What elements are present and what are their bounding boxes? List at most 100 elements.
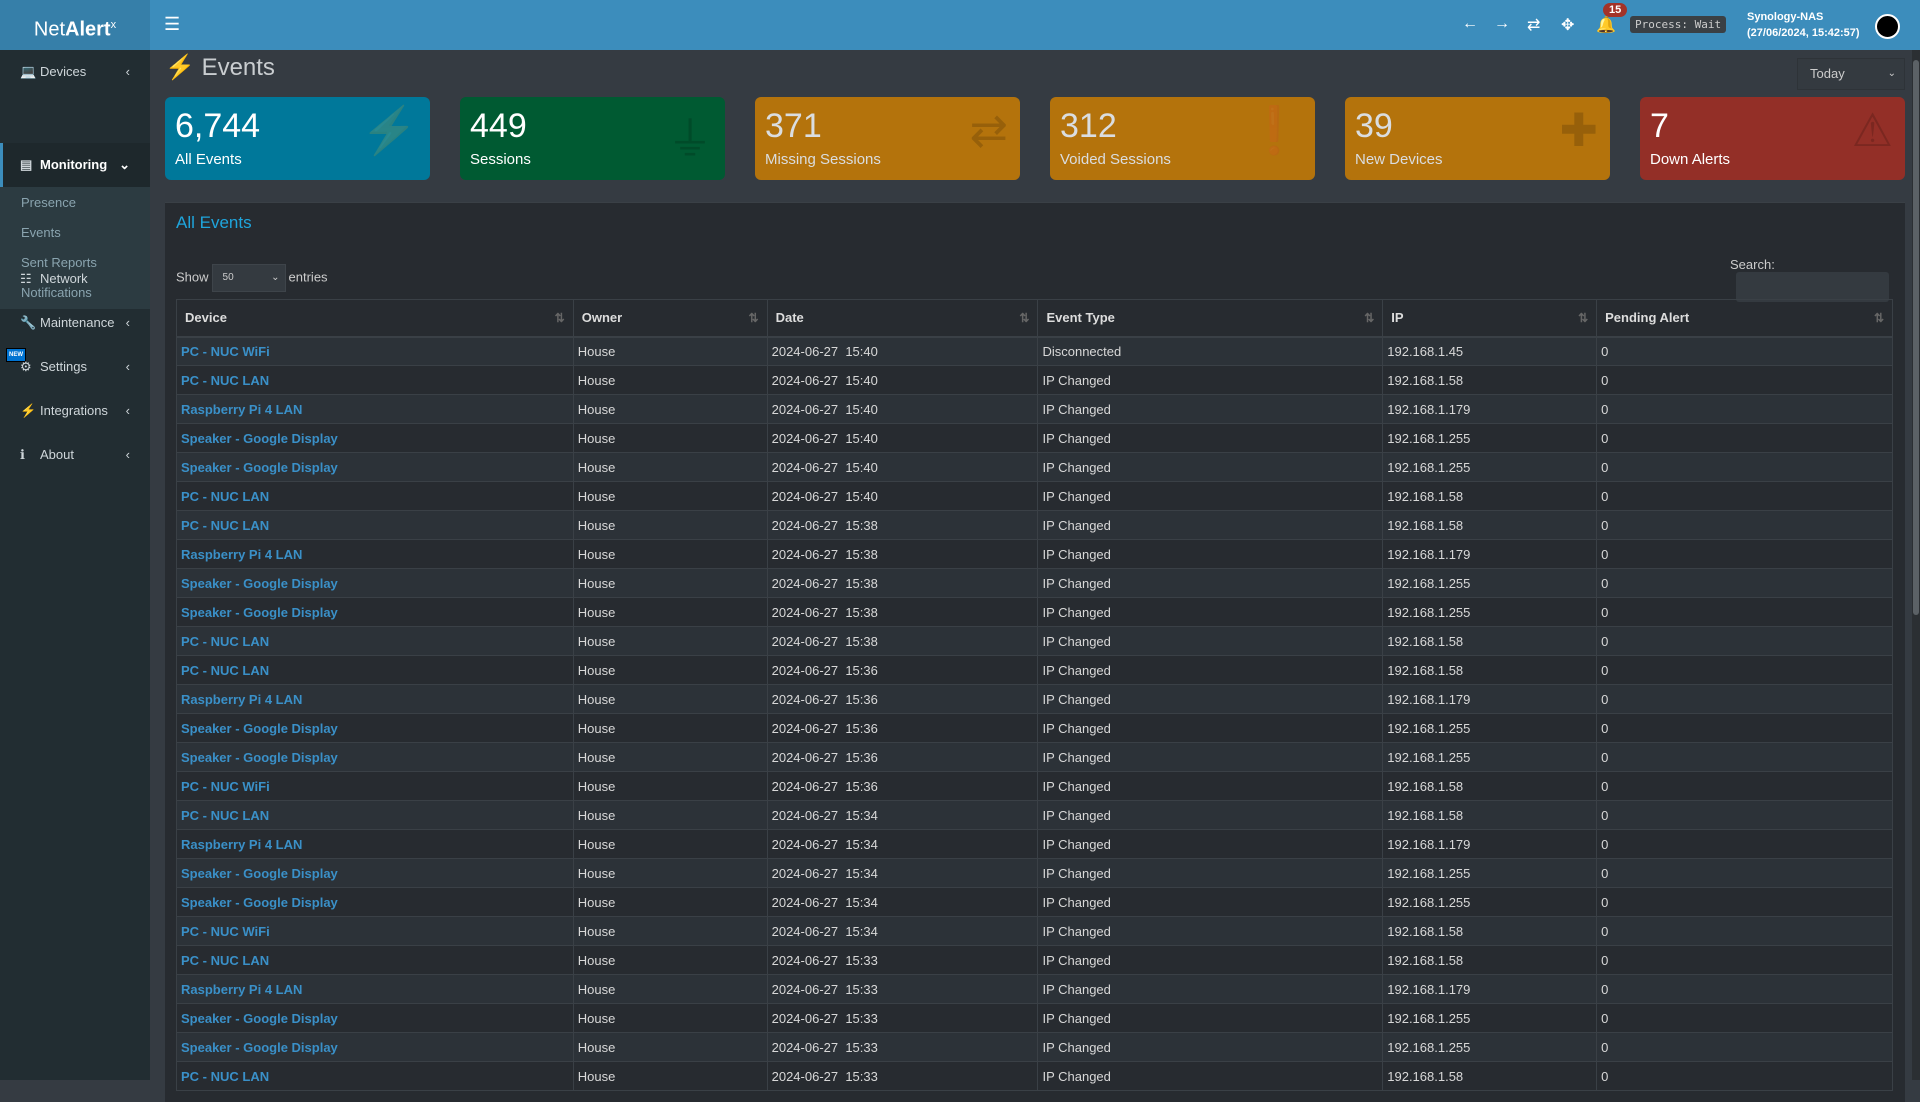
sort-icon[interactable]: ⇅	[1364, 311, 1375, 325]
column-header-owner[interactable]: Owner ⇅	[572, 299, 768, 338]
table-row[interactable]: Speaker - Google Display House 2024-06-27 …	[176, 568, 1893, 598]
column-header-event-type[interactable]: Event Type ⇅	[1037, 299, 1384, 338]
device-link[interactable]: PC - NUC LAN	[181, 1068, 270, 1084]
table-row[interactable]: Raspberry Pi 4 LAN House 2024-06-27 15:40 I…	[176, 394, 1893, 424]
device-link[interactable]: PC - NUC LAN	[181, 372, 270, 388]
sidebar-item-about[interactable]: ℹ About ‹	[0, 433, 150, 477]
table-row[interactable]: Speaker - Google Display House 2024-06-27 …	[176, 1032, 1893, 1062]
table-row[interactable]: Speaker - Google Display House 2024-06-27 …	[176, 423, 1893, 453]
sidebar-subitem-notifications[interactable]: Notifications	[21, 285, 92, 300]
table-row[interactable]: Speaker - Google Display House 2024-06-27 …	[176, 742, 1893, 772]
stat-card-new-devices[interactable]: 39 New Devices ✚	[1345, 97, 1610, 180]
device-link[interactable]: Speaker - Google Display	[181, 720, 338, 736]
column-header-pending-alert[interactable]: Pending Alert ⇅	[1596, 299, 1893, 338]
table-row[interactable]: PC - NUC WiFi House 2024-06-27 15:36 IP Cha…	[176, 771, 1893, 801]
table-row[interactable]: PC - NUC LAN House 2024-06-27 15:40 IP Chan…	[176, 365, 1893, 395]
sidebar-subitem-sent-reports[interactable]: Sent Reports	[21, 255, 97, 270]
stat-card-missing-sessions[interactable]: 371 Missing Sessions ⇄	[755, 97, 1020, 180]
table-row[interactable]: Raspberry Pi 4 LAN House 2024-06-27 15:36 I…	[176, 684, 1893, 714]
device-link[interactable]: Raspberry Pi 4 LAN	[181, 981, 303, 997]
table-row[interactable]: PC - NUC LAN House 2024-06-27 15:34 IP Chan…	[176, 800, 1893, 830]
notification-badge[interactable]: 15	[1603, 3, 1628, 17]
table-row[interactable]: PC - NUC LAN House 2024-06-27 15:38 IP Chan…	[176, 626, 1893, 656]
entries-select[interactable]: 50 ⌄	[211, 264, 286, 292]
device-link[interactable]: PC - NUC LAN	[181, 517, 270, 533]
table-row[interactable]: PC - NUC LAN House 2024-06-27 15:36 IP Chan…	[176, 655, 1893, 685]
stat-card-all-events[interactable]: 6,744 All Events ⚡	[165, 97, 430, 180]
column-header-device[interactable]: Device ⇅	[176, 299, 574, 338]
table-row[interactable]: Speaker - Google Display House 2024-06-27 …	[176, 858, 1893, 888]
column-header-date[interactable]: Date ⇅	[766, 299, 1039, 338]
sidebar-item-devices[interactable]: 💻 Devices ‹	[0, 50, 150, 94]
move-icon[interactable]: ✥	[1561, 17, 1575, 34]
stat-card-sessions[interactable]: 449 Sessions ⏚	[460, 97, 725, 180]
device-link[interactable]: PC - NUC LAN	[181, 952, 270, 968]
sidebar-item-monitoring[interactable]: ▤ Monitoring ⌄	[0, 143, 150, 187]
sidebar-item-network[interactable]: ☷ Network	[0, 257, 150, 301]
back-arrow-icon[interactable]: ←	[1462, 15, 1478, 32]
device-link[interactable]: Raspberry Pi 4 LAN	[181, 691, 303, 707]
sort-icon[interactable]: ⇅	[1578, 311, 1589, 325]
cell-pending-alert: 0	[1596, 713, 1893, 743]
device-link[interactable]: Speaker - Google Display	[181, 459, 338, 475]
sidebar-item-integrations[interactable]: ⚡ Integrations ‹	[0, 389, 150, 433]
scrollbar-thumb[interactable]	[1913, 60, 1919, 615]
device-link[interactable]: Speaker - Google Display	[181, 1039, 338, 1055]
sidebar-subitem-presence[interactable]: Presence	[21, 195, 76, 210]
device-link[interactable]: Speaker - Google Display	[181, 604, 338, 620]
sidebar-item-settings[interactable]: ⚙ Settings ‹	[0, 345, 150, 389]
sort-icon[interactable]: ⇅	[554, 311, 565, 325]
refresh-icon[interactable]: ⇄	[1527, 17, 1541, 34]
table-row[interactable]: Speaker - Google Display House 2024-06-27 …	[176, 597, 1893, 627]
sidebar-item-maintenance[interactable]: 🔧 Maintenance ‹	[0, 301, 150, 345]
forward-arrow-icon[interactable]: →	[1494, 15, 1510, 32]
stat-card-down-alerts[interactable]: 7 Down Alerts ⚠	[1640, 97, 1905, 180]
device-link[interactable]: PC - NUC WiFi	[181, 343, 270, 359]
period-select[interactable]: Today ⌄	[1797, 58, 1905, 90]
table-row[interactable]: PC - NUC LAN House 2024-06-27 15:38 IP Chan…	[176, 510, 1893, 540]
device-link[interactable]: PC - NUC LAN	[181, 633, 270, 649]
sort-icon[interactable]: ⇅	[748, 311, 759, 325]
page-scrollbar[interactable]	[1912, 50, 1920, 1080]
sort-icon[interactable]: ⇅	[1019, 311, 1030, 325]
menu-toggle-icon[interactable]: ☰	[164, 14, 181, 34]
table-row[interactable]: Speaker - Google Display House 2024-06-27 …	[176, 713, 1893, 743]
table-row[interactable]: Raspberry Pi 4 LAN House 2024-06-27 15:33 I…	[176, 974, 1893, 1004]
table-row[interactable]: Speaker - Google Display House 2024-06-27 …	[176, 1003, 1893, 1033]
device-link[interactable]: Raspberry Pi 4 LAN	[181, 546, 303, 562]
column-header-ip[interactable]: IP ⇅	[1382, 299, 1598, 338]
table-row[interactable]: PC - NUC LAN House 2024-06-27 15:33 IP Chan…	[176, 945, 1893, 975]
table-row[interactable]: Speaker - Google Display House 2024-06-27 …	[176, 452, 1893, 482]
device-link[interactable]: PC - NUC LAN	[181, 662, 270, 678]
device-link[interactable]: Raspberry Pi 4 LAN	[181, 401, 303, 417]
table-row[interactable]: Raspberry Pi 4 LAN House 2024-06-27 15:38 I…	[176, 539, 1893, 569]
table-row[interactable]: PC - NUC LAN House 2024-06-27 15:40 IP Chan…	[176, 481, 1893, 511]
device-link[interactable]: Speaker - Google Display	[181, 749, 338, 765]
column-label: IP	[1391, 310, 1404, 326]
device-link[interactable]: Speaker - Google Display	[181, 894, 338, 910]
sidebar-subitem-events[interactable]: Events	[21, 225, 61, 240]
cell-ip: 192.168.1.179	[1382, 974, 1598, 1004]
logo[interactable]: NetAlertx	[0, 0, 150, 50]
device-link[interactable]: PC - NUC LAN	[181, 807, 270, 823]
stat-card-voided-sessions[interactable]: 312 Voided Sessions ❗	[1050, 97, 1315, 180]
table-row[interactable]: Raspberry Pi 4 LAN House 2024-06-27 15:34 I…	[176, 829, 1893, 859]
user-avatar[interactable]	[1875, 14, 1900, 39]
cell-pending-alert: 0	[1596, 829, 1893, 859]
table-row[interactable]: PC - NUC WiFi House 2024-06-27 15:40 Discon…	[176, 336, 1893, 366]
table-row[interactable]: PC - NUC LAN House 2024-06-27 15:33 IP Chan…	[176, 1061, 1893, 1091]
device-link[interactable]: Speaker - Google Display	[181, 865, 338, 881]
device-link[interactable]: Speaker - Google Display	[181, 1010, 338, 1026]
device-link[interactable]: PC - NUC LAN	[181, 488, 270, 504]
table-row[interactable]: Speaker - Google Display House 2024-06-27 …	[176, 887, 1893, 917]
device-link[interactable]: PC - NUC WiFi	[181, 778, 270, 794]
device-link[interactable]: PC - NUC WiFi	[181, 923, 270, 939]
device-link[interactable]: Speaker - Google Display	[181, 430, 338, 446]
search-input[interactable]	[1736, 272, 1889, 302]
device-link[interactable]: Speaker - Google Display	[181, 575, 338, 591]
table-row[interactable]: PC - NUC WiFi House 2024-06-27 15:34 IP Cha…	[176, 916, 1893, 946]
device-link[interactable]: Raspberry Pi 4 LAN	[181, 836, 303, 852]
cell-owner: House	[572, 481, 768, 511]
sort-icon[interactable]: ⇅	[1873, 311, 1884, 325]
bell-icon[interactable]: 🔔	[1596, 17, 1616, 34]
